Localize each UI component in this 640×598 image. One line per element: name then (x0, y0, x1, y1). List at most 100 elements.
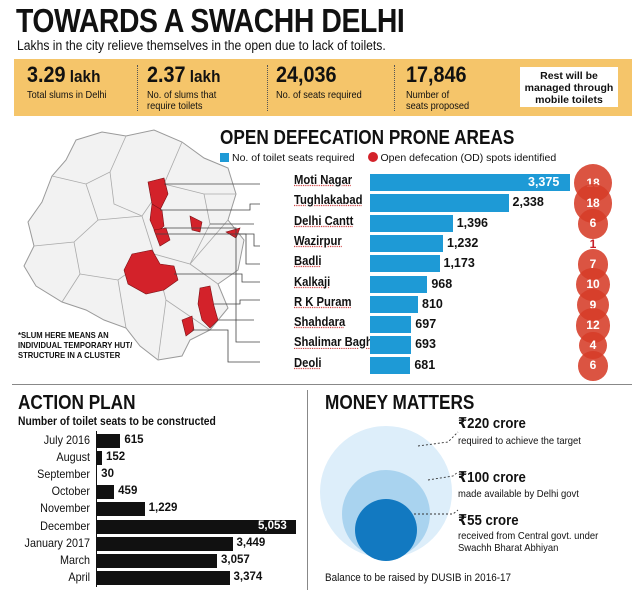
od-chart-title: OPEN DEFECATION PRONE AREAS (220, 127, 515, 149)
money-100-desc: made available by Delhi govt (458, 488, 579, 500)
delhi-map-outline (23, 129, 245, 361)
area-label: Shahdara (294, 315, 346, 330)
od-spots-circle: 4 (579, 331, 607, 360)
stat-unit: lakh (185, 67, 221, 86)
delhi-map (23, 129, 260, 363)
plan-value-label: 3,449 (236, 536, 266, 549)
seats-bar (370, 275, 428, 293)
seats-bar (370, 214, 453, 232)
legend-seats-swatch (220, 153, 229, 162)
plan-value-label: 152 (106, 451, 126, 464)
plan-month-label: January 2017 (24, 535, 90, 550)
money-55-amount: ₹55 crore (458, 512, 519, 529)
seats-bar (370, 295, 418, 314)
plan-month-label: December (40, 518, 90, 533)
stat-divider (137, 65, 138, 111)
od-spots-circle: 1 (589, 237, 597, 252)
area-label: Deoli (294, 355, 322, 370)
seats-bar (370, 234, 443, 253)
seats-bar (370, 336, 412, 354)
od-prone-regions (123, 177, 241, 337)
area-label: Moti Nagar (294, 173, 353, 187)
od-spots-circle: 10 (576, 268, 610, 302)
legend-seats-label: No. of toilet seats required (232, 152, 355, 164)
seats-value-label: 1,173 (443, 256, 475, 271)
plan-value-label: 30 (101, 468, 114, 481)
action-plan-subtitle: Number of toilet seats to be constructed (18, 414, 216, 428)
od-chart-legend: No. of toilet seats required Open defeca… (220, 152, 556, 164)
money-220-desc: required to achieve the target (458, 435, 581, 447)
legend-od-swatch (367, 152, 378, 162)
seats-value-label: 810 (422, 296, 443, 311)
seats-bar (370, 194, 509, 212)
stat-value: 24,036 (276, 62, 337, 87)
legend-od-label: Open defecation (OD) spots identified (380, 152, 557, 164)
plan-value-label: 615 (124, 434, 144, 446)
seats-value-label: 1,396 (456, 215, 488, 230)
action-plan-title: ACTION PLAN (18, 392, 136, 414)
stat-value: 17,846 (406, 62, 467, 87)
page-title: TOWARDS A SWACHH DELHI (16, 2, 405, 39)
plan-value-label: 3,374 (233, 570, 263, 583)
seats-value-label: 968 (431, 276, 453, 291)
plan-month-label: October (51, 484, 90, 499)
area-label: Wazirpur (294, 233, 342, 248)
section-divider-vertical (307, 390, 308, 590)
seats-value-label: 1,232 (447, 235, 479, 250)
page-subtitle: Lakhs in the city relieve themselves in … (17, 38, 386, 53)
mobile-toilets-note: Rest will be managed through mobile toil… (520, 67, 618, 107)
plan-value-label: 3,057 (220, 553, 250, 566)
plan-month-label: September (37, 467, 90, 482)
plan-bar (96, 468, 98, 483)
plan-axis-line (96, 431, 97, 587)
plan-value-label: 5,053 (258, 519, 287, 532)
money-220-amount: ₹220 crore (458, 415, 526, 432)
plan-bar (96, 553, 217, 568)
od-spots-circle: 18 (573, 163, 613, 203)
plan-bar (96, 485, 115, 500)
plan-month-label: March (59, 552, 90, 567)
area-label: Badli (294, 254, 322, 269)
plan-bar (96, 570, 230, 585)
od-spots-circle: 18 (573, 184, 613, 223)
stat-divider (267, 65, 268, 111)
od-spots-circle: 7 (577, 249, 609, 280)
plan-bar (96, 502, 145, 517)
od-spots-circle: 12 (575, 307, 611, 343)
od-spots-circle: 6 (578, 208, 608, 239)
area-label: R K Puram (294, 294, 352, 309)
money-100-amount: ₹100 crore (458, 469, 526, 486)
bubble-55-crore (355, 499, 417, 561)
od-spots-circle: 6 (578, 350, 608, 381)
od-spots-circle: 9 (576, 288, 610, 322)
stat-unit: lakh (65, 67, 101, 86)
plan-value-label: 459 (118, 485, 138, 498)
stat-divider (394, 65, 395, 111)
plan-bar (96, 434, 121, 449)
plan-bar (96, 519, 296, 534)
plan-bar (96, 536, 233, 551)
seats-bar (370, 316, 412, 334)
seats-value-label: 693 (415, 337, 436, 352)
bubble-leader-lines (414, 431, 459, 515)
money-matters-title: MONEY MATTERS (325, 392, 475, 414)
area-label: Shalimar Bagh (294, 335, 373, 350)
stat-label: No. of slums that require toilets (147, 89, 217, 112)
plan-bar (96, 451, 103, 466)
seats-value-label: 697 (415, 317, 437, 332)
plan-value-label: 1,229 (148, 502, 178, 515)
area-label: Kalkaji (294, 274, 331, 289)
seats-value-label: 2,338 (512, 195, 544, 210)
stat-value: 2.37 (147, 62, 186, 87)
seats-value-label: 3,375 (528, 175, 560, 189)
area-label: Delhi Cantt (294, 213, 354, 228)
plan-month-label: August (56, 450, 90, 465)
slum-definition-note: *SLUM HERE MEANS AN INDIVIDUAL TEMPORARY… (18, 330, 133, 360)
balance-footnote: Balance to be raised by DUSIB in 2016-17 (325, 572, 512, 584)
money-bubbles (320, 426, 459, 561)
stat-label: Number of seats proposed (406, 89, 470, 112)
area-label: Tughlakabad (294, 193, 363, 208)
leader-lines (156, 183, 260, 363)
stat-label: No. of seats required (276, 89, 362, 101)
plan-month-label: April (68, 569, 90, 584)
